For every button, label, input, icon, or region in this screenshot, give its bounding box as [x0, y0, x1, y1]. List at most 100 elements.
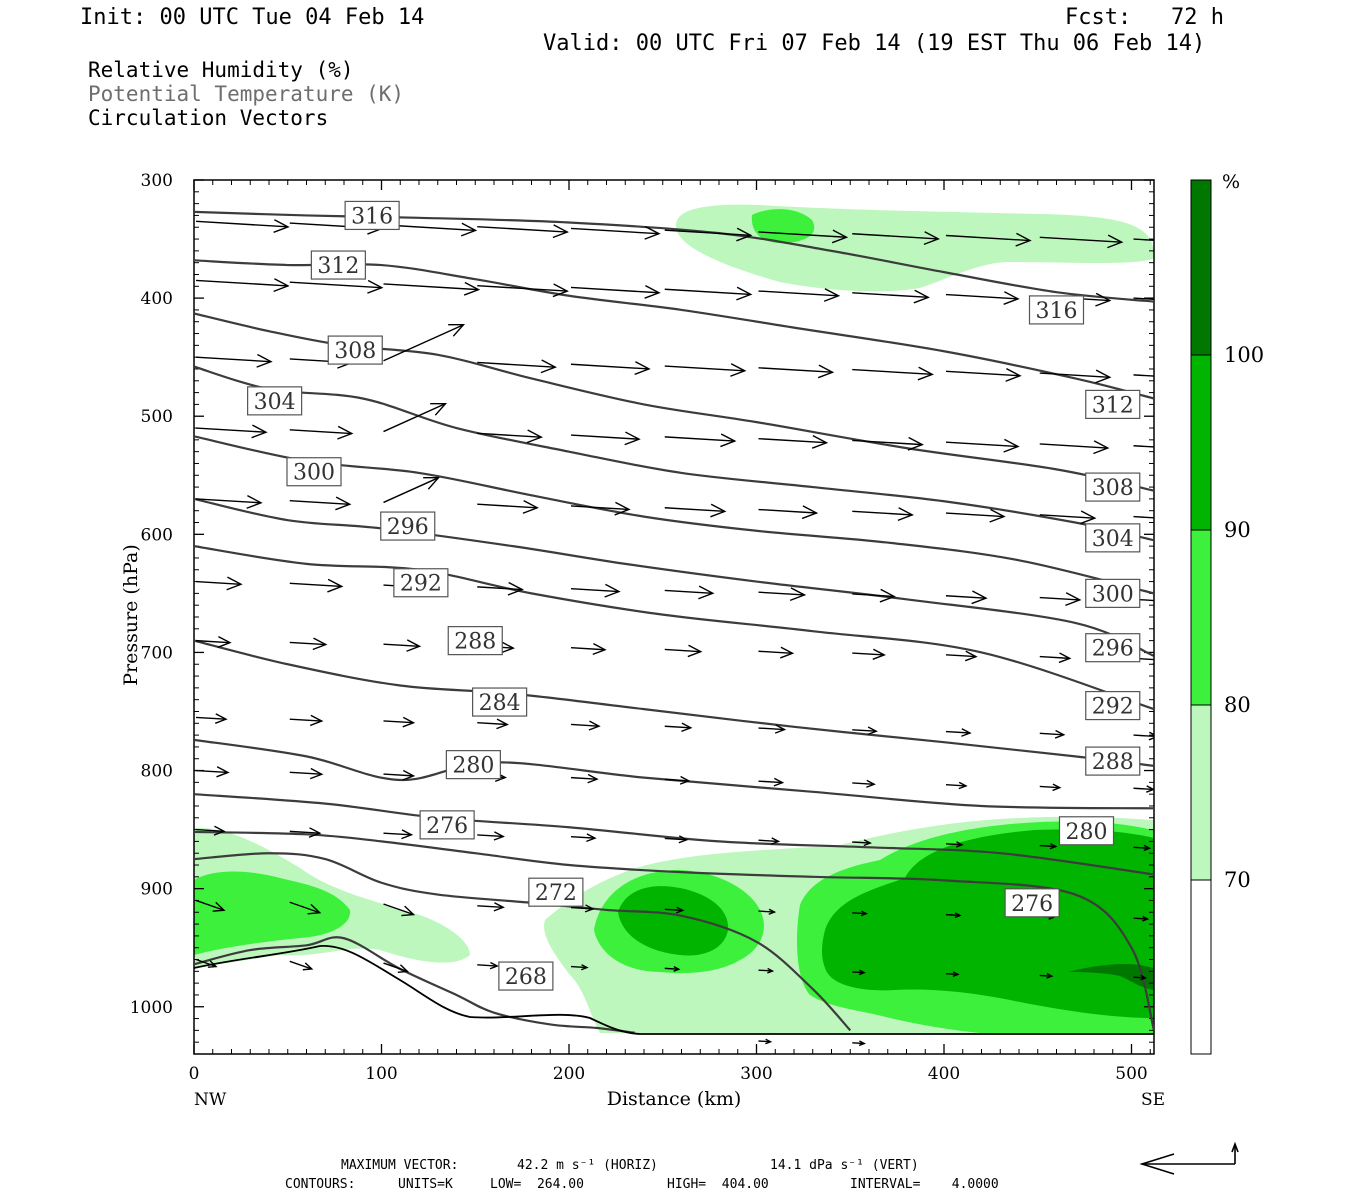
wind-vector [1039, 234, 1124, 249]
title-potential-temperature: Potential Temperature (K) [88, 82, 405, 106]
svg-text:304: 304 [254, 390, 296, 415]
wind-vector [852, 507, 914, 521]
max-vector-label: MAXIMUM VECTOR: [341, 1158, 459, 1173]
colorbar-label-80: 80 [1224, 693, 1251, 717]
wind-vector [570, 361, 651, 376]
theta-contour-288 [194, 639, 1154, 767]
wind-vector [477, 429, 543, 444]
wind-vector [289, 714, 324, 727]
wind-vector [664, 503, 727, 518]
contour-label-316: 316 [344, 200, 400, 231]
contour-label-292: 292 [393, 568, 449, 598]
wind-vector [570, 773, 599, 784]
wind-vector [1133, 731, 1154, 741]
wind-vector [195, 825, 226, 836]
y-axis-label: Pressure (hPa) [120, 544, 142, 686]
init-time: Init: 00 UTC Tue 04 Feb 14 [80, 5, 425, 30]
contour-label-304: 304 [1085, 523, 1141, 553]
theta-contour-308 [194, 312, 1154, 492]
contour-label-304: 304 [247, 386, 303, 416]
contour-label-316: 316 [1028, 295, 1085, 325]
wind-vector [852, 726, 878, 736]
contour-label-312: 312 [310, 250, 366, 280]
contour-label-308: 308 [1085, 472, 1141, 502]
wind-vector [852, 588, 896, 603]
wind-vector [383, 769, 416, 781]
rh-low-core [618, 829, 1154, 1018]
wind-vector [1133, 374, 1154, 377]
title-circulation-vectors: Circulation Vectors [88, 106, 329, 130]
wind-vector [758, 908, 777, 915]
colorbar: % 100 90 80 70 [1190, 171, 1264, 1055]
contours-label: CONTOURS: [285, 1177, 356, 1192]
wind-vector [570, 225, 661, 240]
theta-contour-268 [194, 936, 635, 1034]
circulation-vectors [195, 219, 1154, 1047]
svg-text:276: 276 [1011, 892, 1053, 917]
wind-vector [664, 227, 753, 242]
rh-saturated-core [1068, 963, 1154, 990]
wind-vector [758, 724, 787, 734]
wind-vector [195, 495, 263, 509]
wind-vector [195, 635, 232, 648]
wind-vector [664, 433, 737, 448]
wind-vector [289, 279, 384, 294]
colorbar-bin-90 [1190, 354, 1212, 531]
wind-vector [758, 288, 841, 302]
wind-vector [664, 775, 691, 785]
wind-vector [570, 964, 589, 971]
colorbar-bin-80 [1190, 529, 1212, 706]
rh-upper-light [676, 204, 1154, 292]
theta-contour-labels: 316 316 312 312 308 308 304 304 300 300 296 296 292 2… [247, 200, 1141, 991]
wind-vector [852, 969, 866, 976]
contour-label-300: 300 [286, 457, 342, 487]
wind-vector [758, 505, 819, 520]
wind-vector [570, 643, 607, 656]
wind-vector [945, 368, 1022, 382]
wind-vector [945, 590, 988, 605]
title-relative-humidity: Relative Humidity (%) [88, 58, 354, 82]
y-tick-label: 500 [141, 407, 173, 427]
contour-label-268: 268 [498, 961, 554, 991]
wind-vector [570, 431, 641, 446]
wind-vector [289, 578, 344, 593]
wind-vector [945, 841, 964, 848]
wind-vector [289, 960, 314, 971]
contour-label-288: 288 [1085, 746, 1141, 776]
wind-vector [1039, 592, 1082, 607]
wind-vector [852, 436, 924, 451]
wind-vector [758, 229, 849, 244]
forecast-hour: Fcst: 72 h [1065, 5, 1224, 30]
wind-vector [852, 289, 930, 304]
theta-contour-280 [194, 793, 1154, 876]
wind-vector [1039, 729, 1066, 739]
wind-vector [477, 500, 539, 514]
valid-time: Valid: 00 UTC Fri 07 Feb 14 (19 EST Thu … [543, 31, 1206, 56]
wind-vector [195, 576, 243, 591]
wind-vector [1039, 510, 1097, 525]
svg-text:288: 288 [1092, 750, 1134, 775]
wind-vector [852, 839, 872, 847]
wind-vector [383, 716, 416, 728]
svg-text:296: 296 [387, 515, 429, 540]
y-tick-label: 700 [141, 643, 173, 663]
colorbar-unit: % [1222, 171, 1240, 193]
wind-vector [195, 353, 273, 368]
svg-text:312: 312 [317, 254, 359, 279]
contours-high: HIGH= 404.00 [667, 1177, 769, 1192]
wind-vector [477, 961, 499, 970]
wind-vector [758, 837, 781, 845]
wind-vector [195, 899, 226, 912]
wind-vector [758, 777, 785, 787]
wind-vector [477, 359, 557, 374]
y-tick-label: 600 [141, 525, 173, 545]
svg-text:272: 272 [535, 881, 577, 906]
wind-vector [945, 971, 960, 978]
wind-vector [1133, 785, 1154, 793]
wind-vector [289, 637, 328, 651]
x-right-label: SE [1141, 1090, 1165, 1110]
wind-vector [477, 831, 505, 841]
theta-contour-296 [194, 497, 1154, 657]
theta-contour-284 [194, 738, 1154, 810]
